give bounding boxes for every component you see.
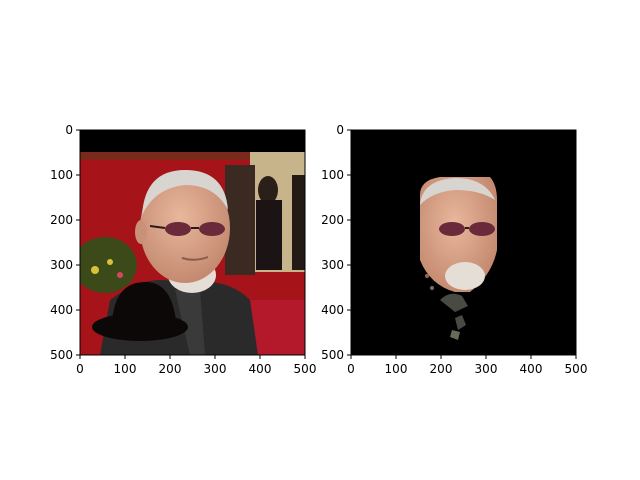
right-ytick-label: 100 <box>321 168 344 182</box>
right-xtick-label: 0 <box>347 362 355 376</box>
left-xtick-label: 500 <box>294 362 317 376</box>
left-ytick-label: 200 <box>50 213 73 227</box>
right-xtick-label: 200 <box>430 362 453 376</box>
plant-bush <box>80 237 137 293</box>
right-ytick-label: 200 <box>321 213 344 227</box>
background-person-far <box>292 175 305 270</box>
right-image-panel <box>351 130 576 355</box>
background-person <box>258 176 278 204</box>
flower <box>91 266 99 274</box>
flower <box>107 259 113 265</box>
sunglasses <box>149 222 225 236</box>
left-ytick-label: 500 <box>50 348 73 362</box>
right-xtick-label: 400 <box>520 362 543 376</box>
right-xtick-label: 300 <box>475 362 498 376</box>
right-ytick-label: 500 <box>321 348 344 362</box>
mouth <box>181 256 209 261</box>
left-ytick-label: 400 <box>50 303 73 317</box>
ear <box>135 220 147 244</box>
right-axes: 0 100 200 300 400 500 0 100 200 300 400 500 <box>321 123 587 376</box>
segmented-sunglasses <box>439 222 495 236</box>
left-xtick-label: 0 <box>76 362 84 376</box>
left-xtick-label: 200 <box>159 362 182 376</box>
right-xtick-label: 500 <box>565 362 588 376</box>
right-ytick-label: 300 <box>321 258 344 272</box>
top-black-band <box>80 130 305 152</box>
segmented-hair <box>420 178 495 205</box>
right-ytick-label: 0 <box>336 123 344 137</box>
segmented-beard <box>445 262 485 290</box>
left-xtick-label: 100 <box>114 362 137 376</box>
hat-overlay <box>92 282 188 341</box>
background-person-body <box>256 200 282 270</box>
flower <box>117 272 123 278</box>
left-image-panel <box>80 130 305 355</box>
mask-fragments <box>425 274 468 340</box>
left-xtick-label: 400 <box>249 362 272 376</box>
left-ytick-label: 0 <box>65 123 73 137</box>
wall-trim <box>80 152 305 160</box>
right-xtick-label: 100 <box>385 362 408 376</box>
left-ytick-label: 100 <box>50 168 73 182</box>
shirt <box>175 290 205 355</box>
left-xtick-label: 300 <box>204 362 227 376</box>
left-ytick-label: 300 <box>50 258 73 272</box>
background-crowd <box>225 165 255 275</box>
left-axes: 0 100 200 300 400 500 0 100 200 300 400 500 <box>50 123 316 376</box>
right-ytick-label: 400 <box>321 303 344 317</box>
hair <box>142 170 228 215</box>
